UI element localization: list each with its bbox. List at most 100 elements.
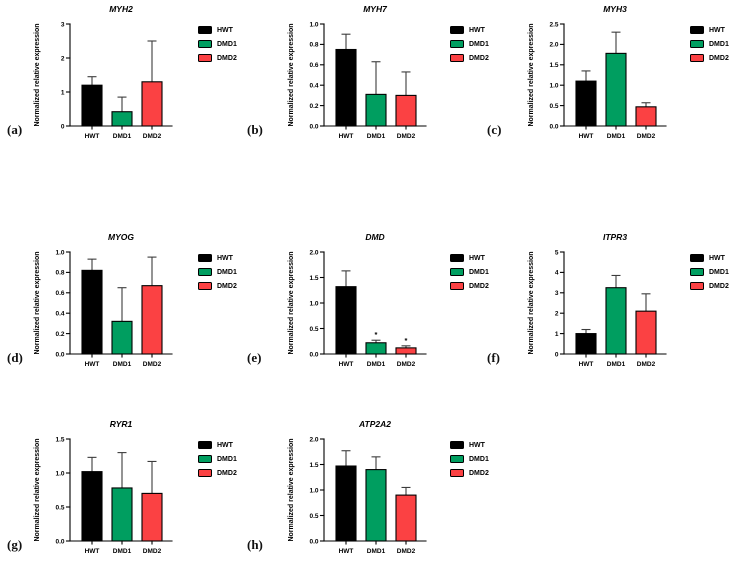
svg-text:HWT: HWT [339, 548, 354, 555]
svg-text:DMD2: DMD2 [637, 361, 656, 368]
legend-item-dmd1: DMD1 [198, 268, 237, 276]
panel-label-c: (c) [487, 122, 502, 137]
legend-item-dmd1: DMD1 [198, 40, 237, 48]
svg-text:1.5: 1.5 [309, 462, 318, 469]
panel-label-g: (g) [7, 537, 23, 552]
hwt-swatch-icon [450, 254, 464, 262]
svg-text:*: * [375, 330, 378, 339]
svg-text:HWT: HWT [339, 361, 354, 368]
panel-label-h: (h) [247, 537, 263, 552]
svg-text:0.6: 0.6 [309, 62, 318, 69]
svg-text:2.0: 2.0 [309, 436, 318, 443]
dmd1-swatch-icon [690, 40, 704, 48]
svg-text:0.0: 0.0 [549, 123, 558, 130]
svg-text:DMD1: DMD1 [113, 548, 132, 555]
legend-label: DMD2 [469, 54, 489, 62]
chart-myh2-bar-chart: MYH2 Normalized relative expression 0 1 2 3 HW… [34, 4, 173, 140]
svg-text:0.5: 0.5 [309, 326, 318, 333]
chart-myh7-bar-chart: MYH7 Normalized relative expression 0.0 0.2… [288, 4, 427, 140]
legend-item-hwt: HWT [198, 26, 237, 34]
dmd1-swatch-icon [690, 268, 704, 276]
svg-text:0.0: 0.0 [309, 538, 318, 545]
chart-itpr3-bar-chart: ITPR3 Normalized relative expression 0 1 2 3 4… [528, 232, 667, 368]
legend-label: DMD1 [469, 40, 489, 48]
legend-label: HWT [709, 254, 725, 262]
hwt-swatch-icon [198, 254, 212, 262]
svg-text:Normalized relative expression: Normalized relative expression [34, 23, 41, 126]
dmd1-swatch-icon [450, 455, 464, 463]
legend-item-hwt: HWT [450, 26, 489, 34]
legend-atp2a2: HWT DMD1 DMD2 [450, 441, 489, 477]
svg-text:Normalized relative expression: Normalized relative expression [528, 251, 535, 354]
svg-text:DMD2: DMD2 [397, 133, 416, 140]
svg-text:DMD1: DMD1 [113, 361, 132, 368]
legend-label: HWT [469, 26, 485, 34]
svg-text:ITPR3: ITPR3 [603, 232, 627, 242]
svg-text:1.5: 1.5 [309, 275, 318, 282]
legend-label: DMD2 [469, 282, 489, 290]
hwt-swatch-icon [690, 254, 704, 262]
legend-label: DMD2 [709, 282, 729, 290]
dmd2-swatch-icon [450, 54, 464, 62]
legend-label: HWT [217, 26, 233, 34]
legend-item-hwt: HWT [450, 254, 489, 262]
panel-d: MYOG Normalized relative expression 0.0 0.2… [0, 228, 258, 400]
dmd1-swatch-icon [198, 455, 212, 463]
dmd2-swatch-icon [198, 469, 212, 477]
panel-e: DMD Normalized relative expression 0.0 0.5 1… [240, 228, 498, 400]
legend-label: HWT [217, 441, 233, 449]
legend-label: DMD1 [469, 268, 489, 276]
panel-h: ATP2A2 Normalized relative expression 0.0 0… [240, 415, 498, 565]
svg-text:DMD1: DMD1 [367, 133, 386, 140]
svg-text:DMD: DMD [365, 232, 384, 242]
svg-text:MYH2: MYH2 [109, 4, 133, 14]
legend-label: HWT [469, 441, 485, 449]
legend-label: DMD2 [217, 54, 237, 62]
svg-text:0.0: 0.0 [309, 123, 318, 130]
svg-text:MYH7: MYH7 [363, 4, 388, 14]
panel-a: MYH2 Normalized relative expression 0 1 2 3 HW… [0, 0, 258, 172]
svg-text:MYOG: MYOG [108, 232, 134, 242]
legend-item-dmd1: DMD1 [690, 268, 729, 276]
legend-label: DMD2 [469, 469, 489, 477]
legend-item-dmd1: DMD1 [450, 268, 489, 276]
panel-g: RYR1 Normalized relative expression 0.0 0.5… [0, 415, 258, 565]
svg-text:HWT: HWT [339, 133, 354, 140]
legend-myh3: HWT DMD1 DMD2 [690, 26, 729, 62]
legend-item-dmd2: DMD2 [450, 54, 489, 62]
dmd1-swatch-icon [198, 40, 212, 48]
svg-text:DMD1: DMD1 [607, 361, 626, 368]
svg-text:Normalized relative expression: Normalized relative expression [34, 438, 41, 541]
dmd2-swatch-icon [690, 282, 704, 290]
panel-label-d: (d) [7, 350, 23, 365]
legend-item-dmd2: DMD2 [450, 469, 489, 477]
svg-text:DMD2: DMD2 [143, 361, 162, 368]
svg-text:*: * [405, 336, 408, 345]
legend-ryr1: HWT DMD1 DMD2 [198, 441, 237, 477]
svg-text:Normalized relative expression: Normalized relative expression [288, 438, 295, 541]
svg-text:HWT: HWT [85, 133, 100, 140]
svg-text:0.0: 0.0 [55, 538, 64, 545]
hwt-swatch-icon [198, 441, 212, 449]
svg-text:DMD2: DMD2 [143, 548, 162, 555]
svg-text:Normalized relative expression: Normalized relative expression [288, 251, 295, 354]
legend-item-dmd1: DMD1 [450, 455, 489, 463]
legend-label: DMD1 [217, 455, 237, 463]
legend-item-dmd2: DMD2 [198, 282, 237, 290]
legend-item-dmd2: DMD2 [198, 54, 237, 62]
svg-text:0.8: 0.8 [55, 270, 64, 277]
svg-text:ATP2A2: ATP2A2 [358, 419, 391, 429]
svg-text:DMD1: DMD1 [607, 133, 626, 140]
svg-text:2: 2 [61, 55, 65, 62]
svg-text:Normalized relative expression: Normalized relative expression [528, 23, 535, 126]
legend-item-dmd2: DMD2 [450, 282, 489, 290]
svg-text:0.8: 0.8 [309, 42, 318, 49]
svg-text:DMD2: DMD2 [637, 133, 656, 140]
dmd1-swatch-icon [198, 268, 212, 276]
svg-text:1.0: 1.0 [55, 249, 64, 256]
svg-text:0.5: 0.5 [55, 504, 64, 511]
svg-text:DMD2: DMD2 [397, 548, 416, 555]
svg-text:1.0: 1.0 [309, 487, 318, 494]
legend-item-dmd1: DMD1 [198, 455, 237, 463]
legend-item-dmd2: DMD2 [690, 282, 729, 290]
